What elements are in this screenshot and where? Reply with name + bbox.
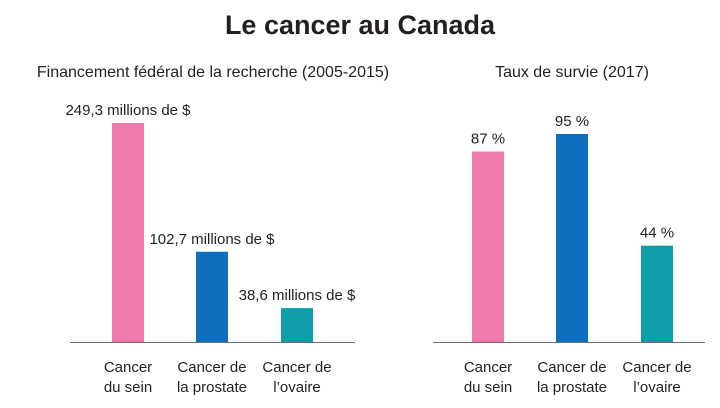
page-title: Le cancer au Canada <box>224 10 496 40</box>
category-label: Cancer de <box>262 359 331 376</box>
category-label: Cancer <box>104 359 152 376</box>
bar <box>112 123 144 342</box>
bar <box>281 308 313 342</box>
category-label: Cancer de <box>622 359 691 376</box>
category-label: du sein <box>104 379 152 396</box>
category-label: l’ovaire <box>633 379 681 396</box>
bar <box>556 134 588 342</box>
bar <box>472 151 504 342</box>
category-label: la prostate <box>537 379 607 396</box>
category-label: la prostate <box>177 379 247 396</box>
category-label: du sein <box>464 379 512 396</box>
data-label: 95 % <box>555 113 589 130</box>
chart-title: Financement fédéral de la recherche (200… <box>37 64 389 81</box>
category-label: Cancer de <box>177 359 246 376</box>
data-label: 249,3 millions de $ <box>65 102 191 119</box>
category-label: l’ovaire <box>273 379 321 396</box>
bar <box>196 251 228 342</box>
category-label: Cancer de <box>537 359 606 376</box>
category-label: Cancer <box>464 359 512 376</box>
data-label: 102,7 millions de $ <box>149 231 275 248</box>
data-label: 38,6 millions de $ <box>239 287 356 304</box>
data-label: 87 % <box>471 131 505 148</box>
chart-title: Taux de survie (2017) <box>495 64 649 81</box>
bar <box>641 245 673 342</box>
data-label: 44 % <box>640 225 674 242</box>
